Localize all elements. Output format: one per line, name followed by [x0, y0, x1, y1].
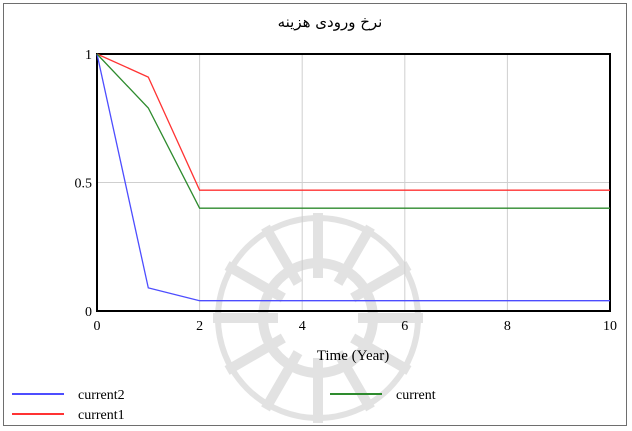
- watermark-ring: [258, 258, 378, 378]
- series-line-current: [96, 53, 610, 209]
- series-lines: [96, 53, 610, 302]
- legend-label-current1: current1: [78, 408, 125, 423]
- x-axis-label: Time (Year): [317, 348, 390, 364]
- chart-title: نرخ ورودی هزینه: [278, 13, 383, 31]
- x-tick-label: 8: [504, 319, 511, 334]
- x-tick-label: 2: [196, 319, 203, 334]
- series-line-current1: [96, 53, 610, 191]
- series-line-current2: [96, 53, 610, 302]
- watermark-spoke: [333, 350, 375, 412]
- x-tick-label: 6: [401, 319, 408, 334]
- axis-tick-labels: 0 2 4 6 8 10 0 0.5 1: [75, 48, 618, 334]
- plot-area-border: [96, 53, 611, 312]
- watermark-spoke: [333, 224, 375, 286]
- watermark-rosette: [213, 213, 423, 423]
- watermark-spoke: [261, 350, 303, 412]
- y-tick-label: 0: [85, 305, 92, 320]
- y-tick-label: 0.5: [75, 177, 93, 192]
- legend: current2 current1 current: [12, 388, 436, 423]
- watermark-spoke: [350, 261, 412, 303]
- x-tick-label: 0: [94, 319, 101, 334]
- watermark-spoke: [350, 333, 412, 375]
- x-tick-label: 10: [603, 319, 617, 334]
- watermark-spoke: [261, 224, 303, 286]
- legend-label-current2: current2: [78, 388, 125, 403]
- watermark-spoke: [224, 261, 286, 303]
- chart-frame: [3, 3, 627, 426]
- y-tick-label: 1: [85, 48, 92, 63]
- x-tick-label: 4: [299, 319, 306, 334]
- watermark-ring: [215, 215, 421, 421]
- watermark-spoke: [224, 333, 286, 375]
- legend-label-current: current: [396, 388, 436, 403]
